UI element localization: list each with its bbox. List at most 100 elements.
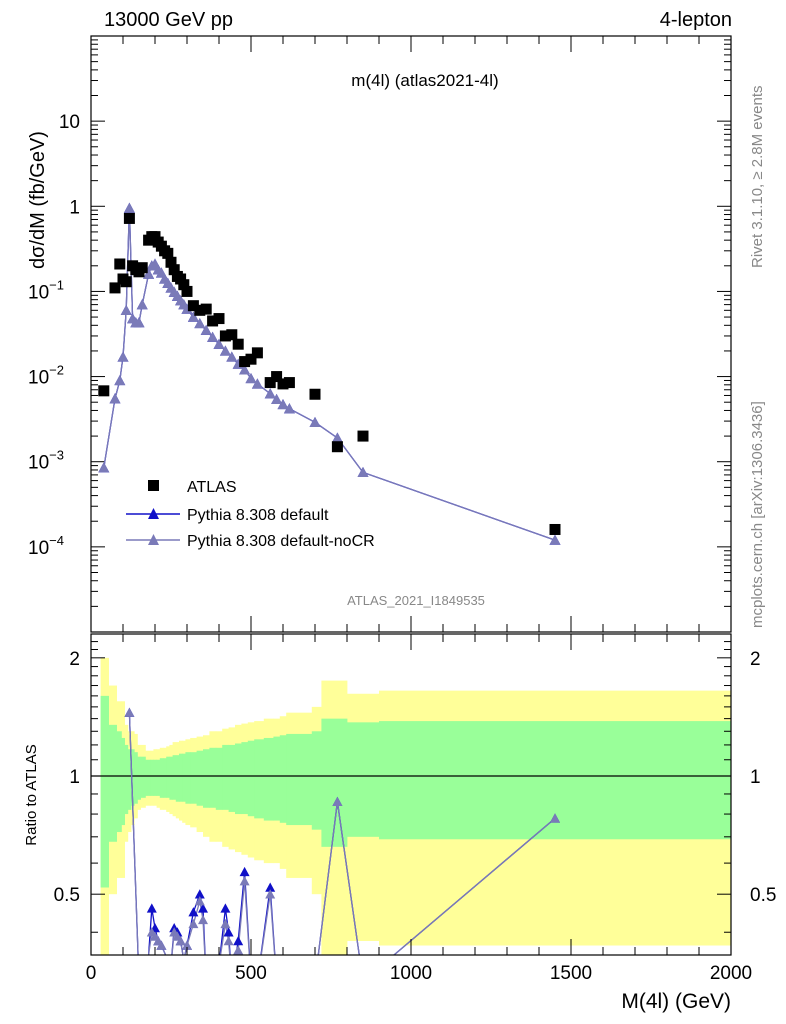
ratio-inner-band: [215, 747, 223, 810]
ratio-tick-label-left: 0.5: [54, 885, 80, 906]
pythia-nocr-point: [136, 299, 148, 310]
atlas-data-point: [219, 330, 231, 342]
x-tick-label: 500: [235, 963, 267, 984]
atlas-data-point: [239, 356, 251, 368]
ratio-inner-band: [124, 744, 129, 815]
ratio-inner-band: [127, 749, 132, 810]
y-tick-base: 10: [28, 282, 49, 303]
atlas-data-point: [207, 315, 219, 327]
atlas-data-point: [245, 353, 257, 365]
atlas-data-point: [165, 256, 177, 268]
ratio-inner-band: [166, 756, 170, 798]
x-axis-label: M(4l) (GeV): [621, 990, 731, 1013]
rivet-label: Rivet 3.1.10, ≥ 2.8M events: [749, 86, 766, 269]
ratio-inner-band: [209, 747, 217, 808]
plot-title: m(4l) (atlas2021-4l): [351, 71, 498, 90]
y-tick-exponent: −4: [49, 533, 64, 548]
pythia-nocr-point: [357, 466, 369, 478]
legend-default-label: Pythia 8.308 default: [187, 507, 329, 524]
ratio-inner-band: [190, 752, 197, 804]
ratio-default-point: [194, 889, 205, 899]
ratio-inner-band: [121, 737, 125, 826]
pythia-nocr-point: [117, 351, 129, 362]
ratio-nocr-point: [233, 945, 244, 955]
ratio-default-point: [146, 903, 157, 913]
pythia-nocr-point: [239, 364, 251, 375]
pythia-nocr-point: [98, 462, 110, 473]
ratio-nocr-point: [223, 935, 234, 946]
ratio-default-point: [198, 903, 208, 913]
ratio-inner-band: [263, 737, 274, 821]
pythia-nocr-point: [277, 398, 289, 410]
atlas-data-point: [181, 285, 193, 297]
legend: ATLAS Pythia 8.308 default Pythia 8.308 …: [126, 479, 375, 550]
legend-atlas-label: ATLAS: [187, 479, 237, 496]
atlas-data-point: [109, 282, 121, 294]
pythia-nocr-point: [245, 372, 257, 384]
pythia-nocr-point: [309, 416, 321, 428]
atlas-data-point: [264, 377, 276, 389]
ratio-nocr-point: [239, 876, 250, 886]
atlas-data-point: [98, 385, 110, 397]
ratio-inner-band: [273, 736, 281, 821]
ratio-nocr-point: [175, 935, 186, 946]
atlas-data-point: [162, 247, 174, 259]
ratio-inner-band: [108, 724, 117, 842]
main-series: [98, 202, 561, 545]
atlas-data-point: [200, 303, 212, 315]
pythia-nocr-point: [251, 378, 263, 389]
atlas-data-point: [175, 273, 187, 285]
atlas-data-point: [283, 377, 295, 389]
ratio-inner-band: [116, 731, 122, 833]
ratio-inner-band: [140, 756, 146, 798]
atlas-data-point: [120, 276, 132, 288]
y-tick-label: 10−1: [28, 277, 64, 303]
atlas-data-point: [178, 279, 190, 291]
ratio-inner-band: [203, 749, 210, 808]
atlas-data-point: [549, 523, 561, 535]
atlas-data-point: [123, 212, 135, 224]
ratio-ticks: 2 2 1 1 0.5 0.5: [54, 641, 776, 933]
y-tick-exponent: −3: [49, 448, 64, 463]
ratio-inner-band: [241, 742, 249, 815]
legend-nocr-label: Pythia 8.308 default-noCR: [187, 533, 375, 550]
ratio-nocr-point: [265, 889, 276, 899]
atlas-data-point: [277, 378, 289, 390]
atlas-data-point: [232, 338, 244, 350]
ratio-tick-label-right: 1: [750, 767, 761, 788]
pythia-nocr-point: [194, 318, 206, 329]
ratio-nocr-point: [198, 914, 208, 925]
ratio-bands: [91, 657, 731, 955]
x-tick-label: 2000: [710, 963, 752, 984]
ratio-tick-label-left: 1: [69, 767, 80, 788]
pythia-nocr-point: [226, 351, 238, 362]
atlas-data-point: [309, 388, 321, 400]
y-tick-label: 10−3: [28, 448, 64, 474]
y-tick-base: 10: [59, 112, 80, 133]
y-axis-label: dσ/dM (fb/GeV): [27, 131, 49, 269]
ratio-inner-band: [235, 743, 242, 815]
pythia-nocr-point: [271, 393, 283, 405]
ratio-nocr-point: [332, 796, 343, 806]
pythia-nocr-point: [213, 338, 225, 349]
pythia-nocr-point: [283, 403, 295, 414]
analysis-watermark: ATLAS_2021_I1849535: [347, 593, 485, 608]
ratio-inner-band: [228, 744, 236, 812]
ratio-inner-band: [150, 759, 154, 796]
legend-default-marker: [148, 508, 159, 519]
y-tick-exponent: −1: [49, 277, 64, 292]
pythia-nocr-point: [123, 202, 135, 213]
ratio-inner-band: [145, 759, 151, 796]
ratio-y-axis-label: Ratio to ATLAS: [23, 744, 40, 845]
pythia-nocr-point: [114, 374, 126, 386]
ratio-default-point: [239, 866, 250, 877]
mcplots-label: mcplots.cern.ch [arXiv:1306.3436]: [749, 401, 766, 628]
ratio-inner-band: [156, 759, 161, 796]
ratio-inner-band: [175, 755, 180, 802]
ratio-nocr-point: [194, 896, 205, 906]
ratio-tick-label-left: 2: [69, 649, 80, 670]
ratio-inner-band: [169, 756, 173, 800]
ratio-inner-band: [347, 722, 380, 837]
main-panel: m(4l) (atlas2021-4l) ATLAS_2021_I1849535…: [27, 35, 732, 633]
